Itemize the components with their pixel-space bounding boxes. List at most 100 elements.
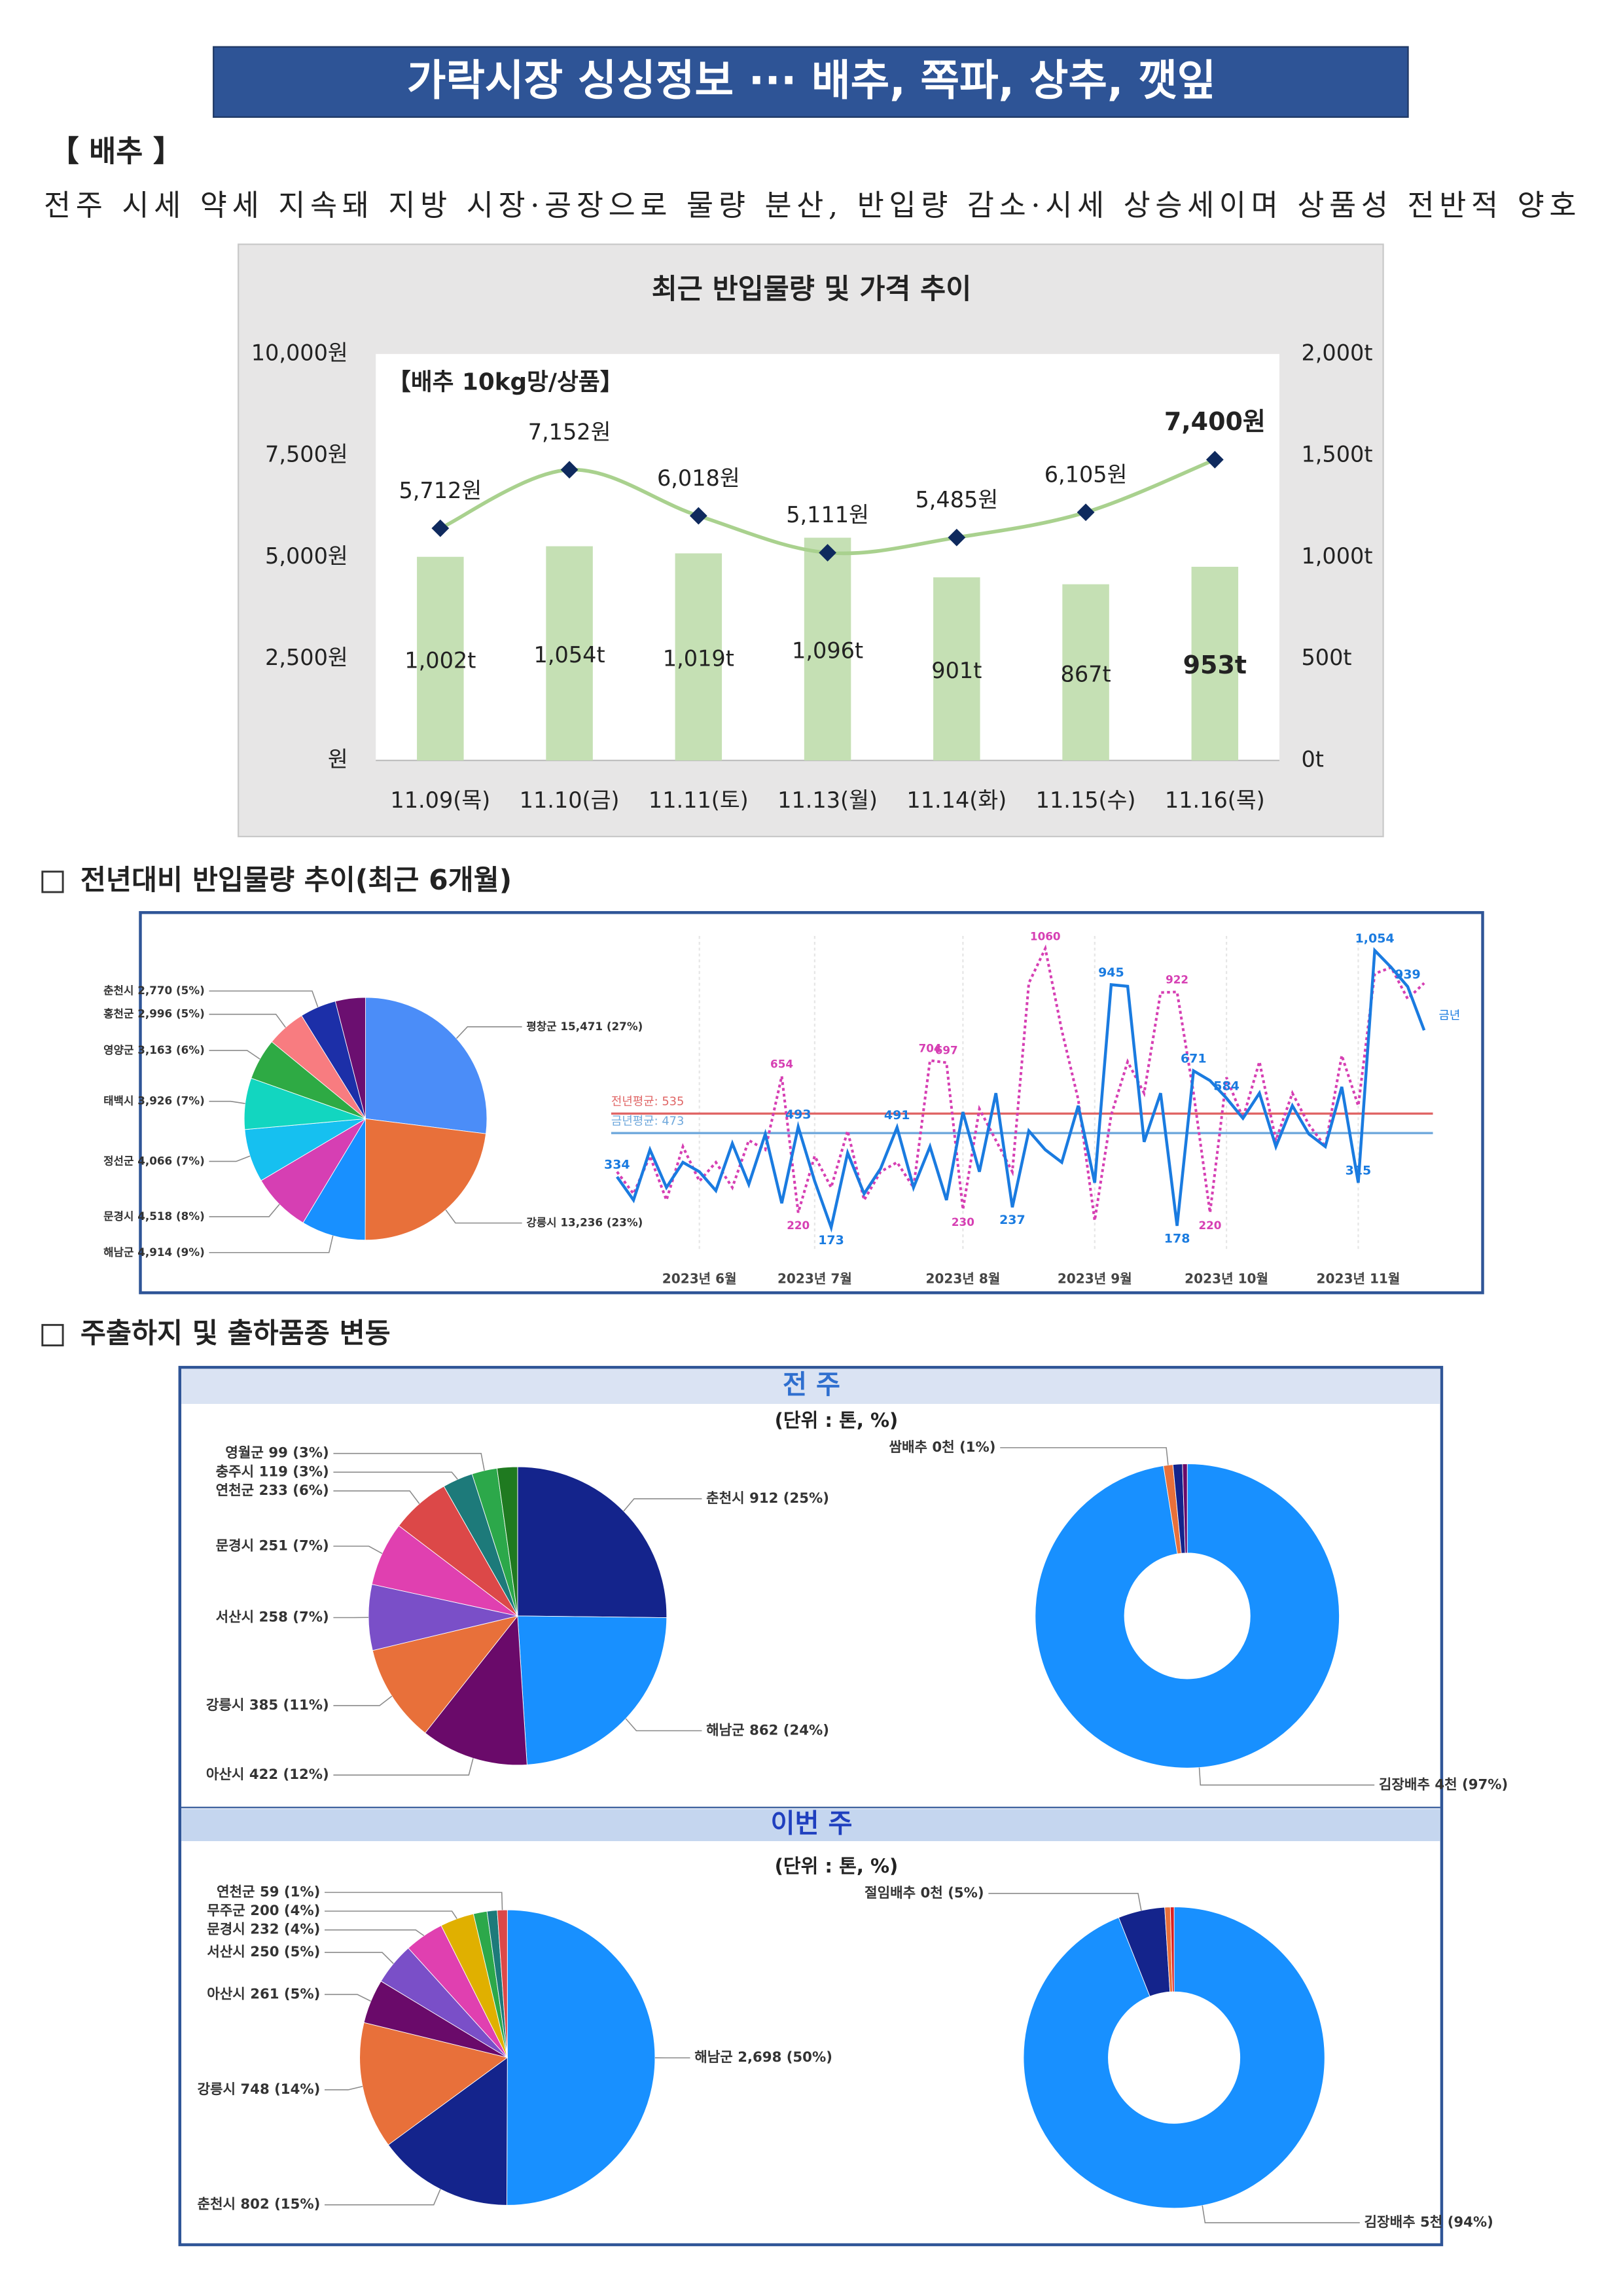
bar bbox=[1062, 584, 1109, 761]
x-tick-label: 11.09(목) bbox=[390, 787, 490, 813]
slice-name: 강릉시 bbox=[526, 1216, 556, 1229]
bar-label: 1,054t bbox=[534, 642, 605, 668]
y2-tick-label: 2,000t bbox=[1301, 340, 1372, 365]
slice-value: 3,926 (7%) bbox=[137, 1094, 205, 1107]
slice-label: 영양군 3,163 (6%) bbox=[103, 1043, 205, 1056]
panel-title: 이번 주 bbox=[771, 1808, 853, 1839]
point-label: 654 bbox=[770, 1057, 793, 1070]
bar bbox=[933, 577, 980, 761]
slice-label: 평창군 15,471 (27%) bbox=[526, 1020, 643, 1033]
leader-line bbox=[1198, 1767, 1375, 1786]
heading: 전년대비 반입물량 추이(최근 6개월) bbox=[80, 865, 512, 897]
x-tick-label: 2023년 10월 bbox=[1185, 1271, 1268, 1287]
slice-value: 13,236 (23%) bbox=[560, 1216, 643, 1229]
point-label: 945 bbox=[1098, 965, 1124, 980]
y-tick-label: 5,000원 bbox=[265, 543, 348, 569]
summary: 전주 시세 약세 지속돼 지방 시장·공장으로 물량 분산, 반입량 감소·시세… bbox=[44, 188, 1576, 223]
point-label: 173 bbox=[818, 1233, 844, 1247]
point-label: 220 bbox=[1198, 1219, 1221, 1232]
slice-label: 쌈배추 0천 (1%) bbox=[889, 1439, 995, 1456]
slice bbox=[497, 1909, 508, 2058]
slice-value: 4천 (97%) bbox=[1435, 1776, 1508, 1793]
x-tick-label: 2023년 6월 bbox=[662, 1271, 737, 1287]
panel-title: 전 주 bbox=[783, 1370, 840, 1400]
slice-name: 강릉시 bbox=[206, 1697, 245, 1713]
slice-label: 김장배추 5천 (94%) bbox=[1364, 2214, 1493, 2231]
line-label: 5,485원 bbox=[915, 487, 998, 512]
slice bbox=[372, 1615, 519, 1734]
point-label: 220 bbox=[787, 1219, 810, 1232]
x-tick-label: 2023년 9월 bbox=[1058, 1271, 1132, 1287]
slice-value: 385 (11%) bbox=[249, 1697, 329, 1713]
slice-name: 서산시 bbox=[216, 1609, 255, 1625]
slice-label: 춘천시 802 (15%) bbox=[197, 2197, 320, 2213]
unit-label: (단위 : 톤, %) bbox=[775, 1409, 899, 1431]
point-label: 1,054 bbox=[1355, 931, 1395, 946]
point-label: 939 bbox=[1395, 967, 1421, 982]
y2-tick-label: 1,000t bbox=[1301, 543, 1372, 569]
point-label: 1060 bbox=[1030, 929, 1061, 942]
section-label: 【 배추 】 bbox=[50, 135, 183, 169]
slice bbox=[1169, 1907, 1175, 1992]
slice-value: 261 (5%) bbox=[250, 1986, 320, 2002]
slice-name: 정선군 bbox=[103, 1154, 134, 1167]
slice-name: 춘천시 bbox=[103, 984, 134, 997]
slice-value: 250 (5%) bbox=[250, 1944, 320, 1960]
checkbox bbox=[41, 1323, 64, 1347]
leader-line bbox=[324, 1929, 425, 1937]
slice-value: 251 (7%) bbox=[259, 1537, 329, 1554]
annotation: 【배추 10kg망/상품】 bbox=[387, 368, 623, 395]
x-tick-label: 2023년 8월 bbox=[925, 1271, 1000, 1287]
point-label: 584 bbox=[1213, 1079, 1240, 1094]
x-tick-label: 11.16(목) bbox=[1165, 787, 1265, 813]
slice bbox=[1182, 1463, 1188, 1554]
leader-line bbox=[1202, 2205, 1360, 2223]
slice-label: 아산시 261 (5%) bbox=[207, 1986, 320, 2002]
slice-label: 아산시 422 (12%) bbox=[206, 1767, 329, 1783]
leader-line bbox=[209, 1100, 245, 1104]
slice bbox=[334, 997, 366, 1119]
x-tick-label: 2023년 11월 bbox=[1317, 1271, 1400, 1287]
leader-line bbox=[324, 1952, 394, 1964]
leader-line bbox=[324, 1910, 457, 1920]
point-label: 922 bbox=[1166, 973, 1188, 986]
leader-line bbox=[209, 1155, 251, 1162]
slice-label: 김장배추 4천 (97%) bbox=[1379, 1776, 1508, 1793]
bar-label: 901t bbox=[931, 658, 982, 683]
point-label: 178 bbox=[1164, 1232, 1190, 1246]
slice-name: 춘천시 bbox=[706, 1490, 745, 1507]
slice-label: 무주군 200 (4%) bbox=[207, 1903, 320, 1919]
slice-value: 5천 (94%) bbox=[1420, 2214, 1493, 2231]
x-tick-label: 11.15(수) bbox=[1036, 787, 1136, 813]
slice-name: 강릉시 bbox=[197, 2081, 236, 2098]
leader-line bbox=[209, 990, 319, 1008]
slice-label: 연천군 233 (6%) bbox=[216, 1482, 329, 1499]
line-label: 6,105원 bbox=[1044, 461, 1128, 487]
y2-tick-label: 500t bbox=[1301, 645, 1351, 670]
line-marker bbox=[560, 461, 579, 479]
slice-label: 춘천시 912 (25%) bbox=[706, 1490, 829, 1507]
slice-name: 태백시 bbox=[103, 1094, 134, 1107]
slice-label: 해남군 2,698 (50%) bbox=[694, 2049, 832, 2066]
panel-header bbox=[181, 1808, 1440, 1842]
point-label: 493 bbox=[785, 1107, 812, 1122]
x-tick-label: 11.11(토) bbox=[649, 787, 749, 813]
leader-line bbox=[324, 2085, 363, 2090]
slice-name: 쌈배추 bbox=[889, 1439, 927, 1456]
slice-value: 2,770 (5%) bbox=[137, 984, 205, 997]
slice-value: 258 (7%) bbox=[259, 1609, 329, 1625]
page-title: 가락시장 싱싱정보 ··· 배추, 쪽파, 상추, 깻잎 bbox=[407, 56, 1217, 105]
slice-label: 강릉시 13,236 (23%) bbox=[526, 1216, 643, 1229]
x-tick-label: 2023년 7월 bbox=[777, 1271, 852, 1287]
leader-line bbox=[333, 1490, 420, 1504]
slice-name: 아산시 bbox=[206, 1767, 245, 1783]
slice bbox=[1023, 1907, 1325, 2209]
slice-name: 김장배추 bbox=[1379, 1776, 1430, 1793]
line-label: 6,018원 bbox=[657, 465, 740, 491]
unit-label: (단위 : 톤, %) bbox=[775, 1855, 899, 1877]
leader-line bbox=[209, 1050, 260, 1060]
slice-name: 해남군 bbox=[103, 1246, 134, 1259]
slice-value: 0천 (5%) bbox=[921, 1885, 984, 1901]
slice-value: 4,518 (8%) bbox=[137, 1210, 205, 1223]
slice-name: 절임배추 bbox=[865, 1885, 916, 1901]
